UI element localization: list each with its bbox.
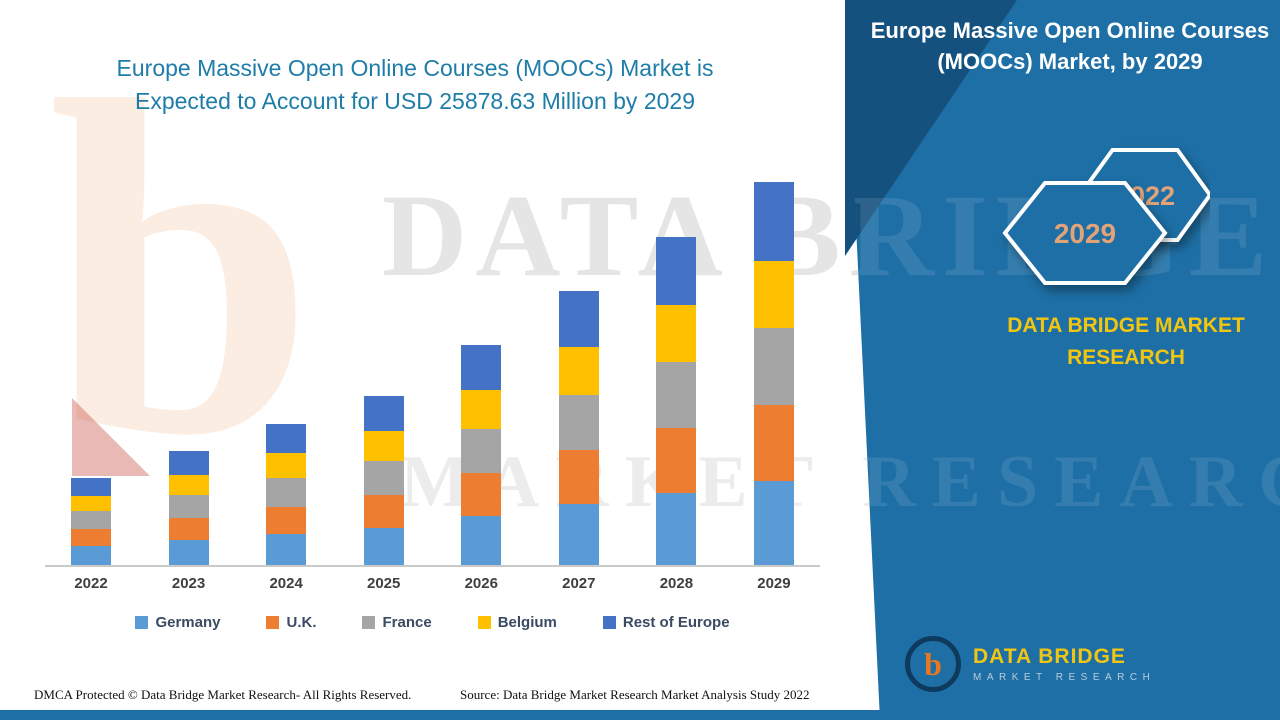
brand-text: DATA BRIDGE MARKET RESEARCH	[1007, 314, 1245, 369]
bar-2027	[551, 290, 607, 565]
bar-2023	[161, 451, 217, 565]
page-title: Europe Massive Open Online Courses (MOOC…	[116, 55, 714, 115]
bar-segment-germany	[71, 545, 111, 565]
legend-label: Belgium	[497, 614, 557, 631]
bar-segment-rest-of-europe	[461, 344, 502, 391]
legend-item-rest-of-europe: Rest of Europe	[602, 614, 730, 631]
x-axis-label-2022: 2022	[74, 575, 108, 592]
legend-swatch	[362, 616, 376, 629]
bar-segment-germany	[363, 528, 404, 565]
bar-segment-rest-of-europe	[266, 423, 307, 454]
bar-segment-belgium	[753, 260, 794, 329]
logo-title: DATA BRIDGE	[973, 645, 1126, 668]
chart-plot-area	[45, 172, 820, 567]
dmca-notice: DMCA Protected © Data Bridge Market Rese…	[34, 687, 412, 702]
bar-2024	[258, 423, 314, 565]
legend-swatch	[477, 616, 491, 629]
legend-item-germany: Germany	[135, 614, 220, 631]
bar-segment-germany	[266, 533, 307, 565]
x-axis-label-2029: 2029	[757, 575, 791, 592]
hexagon-badges: 2022 2029	[1002, 148, 1210, 285]
bar-segment-france	[656, 362, 697, 429]
bar-segment-u-k-	[461, 473, 502, 517]
bar-segment-germany	[461, 516, 502, 565]
x-axis-label-2023: 2023	[171, 575, 206, 592]
bar-segment-u-k-	[71, 528, 111, 546]
bar-segment-belgium	[363, 431, 404, 461]
data-bridge-logo: b DATA BRIDGE MARKET RESEARCH	[905, 636, 1155, 692]
bar-segment-france	[558, 394, 599, 451]
panel-title: Europe Massive Open Online Courses (MOOC…	[870, 18, 1270, 74]
bar-segment-rest-of-europe	[363, 396, 404, 432]
bar-segment-germany	[753, 480, 794, 565]
legend-label: Rest of Europe	[622, 614, 730, 631]
bar-2029	[746, 181, 802, 565]
bar-segment-france	[71, 511, 111, 529]
bar-segment-belgium	[656, 304, 697, 363]
bar-segment-belgium	[461, 390, 502, 429]
logo-subtitle: MARKET RESEARCH	[973, 672, 1156, 683]
bar-segment-u-k-	[753, 405, 794, 481]
bar-2025	[356, 396, 412, 565]
bar-segment-rest-of-europe	[71, 478, 111, 497]
bar-segment-germany	[656, 492, 697, 565]
x-axis-labels: 2022 2023 2024 2025 2026 2027 2028 2029	[45, 575, 820, 592]
x-axis-label-2025: 2025	[367, 575, 401, 592]
bar-segment-belgium	[168, 474, 209, 495]
bar-segment-germany	[168, 539, 209, 565]
legend-item-belgium: Belgium	[477, 614, 557, 631]
bar-segment-france	[363, 460, 404, 495]
legend-label: U.K.	[286, 614, 317, 631]
bar-segment-rest-of-europe	[168, 451, 209, 475]
bar-segment-belgium	[266, 453, 307, 478]
bar-segment-rest-of-europe	[558, 290, 599, 347]
x-axis-label-2027: 2027	[562, 575, 596, 592]
bar-segment-germany	[558, 504, 599, 565]
bar-segment-u-k-	[266, 506, 307, 534]
bottom-blue-strip	[0, 710, 1280, 720]
bar-segment-u-k-	[558, 450, 599, 505]
legend-label: France	[382, 614, 432, 631]
bar-2022	[63, 478, 119, 565]
bar-segment-rest-of-europe	[753, 181, 794, 261]
x-axis-label-2028: 2028	[659, 575, 694, 592]
legend-label: Germany	[155, 614, 221, 631]
bar-segment-u-k-	[168, 517, 209, 540]
x-axis-label-2026: 2026	[464, 575, 498, 592]
bar-segment-rest-of-europe	[656, 237, 697, 305]
bar-segment-france	[753, 328, 794, 406]
hexagon-2029-label: 2029	[1054, 218, 1116, 249]
bar-segment-france	[266, 477, 307, 507]
x-axis-label-2024: 2024	[269, 575, 303, 592]
legend-swatch	[266, 616, 280, 629]
legend-swatch	[135, 616, 149, 629]
bar-segment-belgium	[558, 346, 599, 395]
bar-segment-france	[168, 494, 209, 518]
chart-legend: Germany U.K. France Belgium Rest of Europe	[45, 614, 820, 631]
legend-item-france: France	[362, 614, 432, 631]
hexagon-2029	[1002, 181, 1168, 285]
logo-circle-icon: b	[905, 636, 961, 692]
source-note: Source: Data Bridge Market Research Mark…	[460, 687, 810, 702]
bar-segment-france	[461, 428, 502, 474]
bar-segment-belgium	[71, 496, 111, 512]
bar-2028	[648, 237, 704, 565]
legend-swatch	[602, 616, 616, 629]
bar-segment-u-k-	[363, 494, 404, 528]
bar-segment-u-k-	[656, 428, 697, 493]
bar-2026	[453, 344, 509, 565]
legend-item-u-k-: U.K.	[266, 614, 316, 631]
stacked-bar-chart: 2022 2023 2024 2025 2026 2027 2028 2029 Germany…	[45, 172, 820, 631]
